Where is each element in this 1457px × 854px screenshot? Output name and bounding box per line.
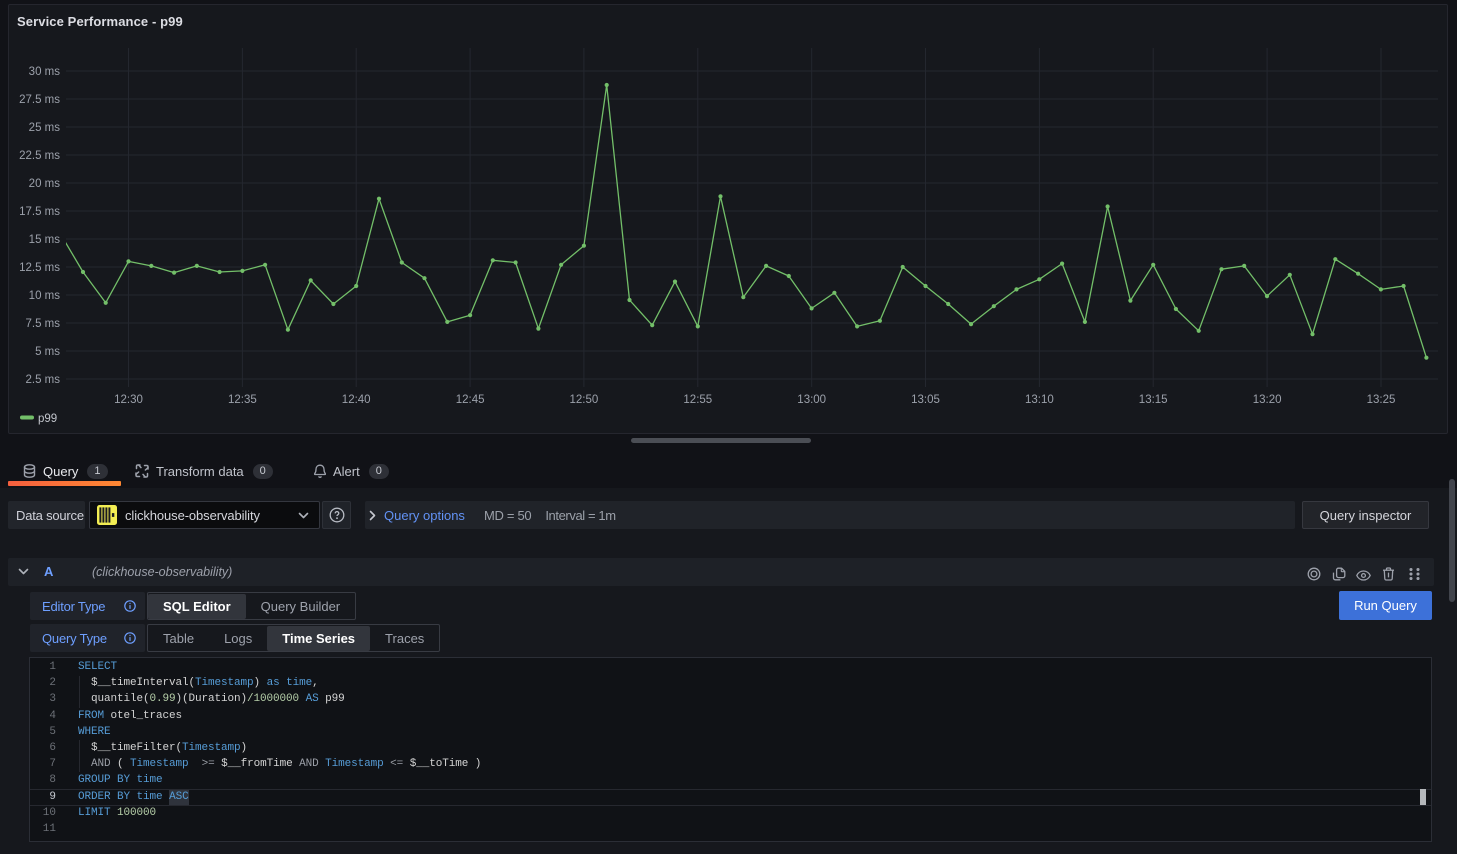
svg-text:12:50: 12:50 [570,394,599,406]
svg-text:13:25: 13:25 [1367,394,1396,406]
svg-text:12:30: 12:30 [114,394,143,406]
svg-text:25 ms: 25 ms [29,122,61,134]
svg-text:13:20: 13:20 [1253,394,1282,406]
svg-text:12:45: 12:45 [456,394,485,406]
svg-text:12:55: 12:55 [683,394,712,406]
svg-text:22.5 ms: 22.5 ms [19,150,60,162]
svg-text:20 ms: 20 ms [29,178,61,190]
svg-text:p99: p99 [38,413,57,425]
svg-text:12.5 ms: 12.5 ms [19,262,60,274]
svg-text:12:40: 12:40 [342,394,371,406]
svg-text:13:10: 13:10 [1025,394,1054,406]
svg-text:30 ms: 30 ms [29,66,61,78]
svg-text:7.5 ms: 7.5 ms [25,318,60,330]
svg-text:13:05: 13:05 [911,394,940,406]
svg-text:13:00: 13:00 [797,394,826,406]
svg-text:13:15: 13:15 [1139,394,1168,406]
svg-text:10 ms: 10 ms [29,290,61,302]
svg-text:27.5 ms: 27.5 ms [19,94,60,106]
svg-text:5 ms: 5 ms [35,346,60,358]
svg-text:17.5 ms: 17.5 ms [19,206,60,218]
svg-text:15 ms: 15 ms [29,234,61,246]
svg-text:12:35: 12:35 [228,394,257,406]
svg-text:2.5 ms: 2.5 ms [25,374,60,386]
